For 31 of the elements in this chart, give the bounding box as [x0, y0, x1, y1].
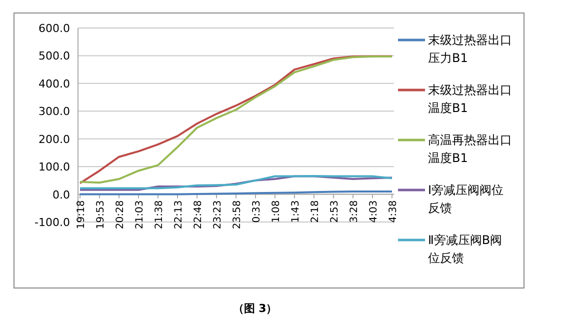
x-tick-label: 21:38 [154, 200, 165, 230]
x-tick-label: 0:33 [252, 200, 262, 223]
x-tick-label: 2:18 [310, 200, 321, 223]
x-tick-label: 23:23 [212, 200, 224, 230]
x-tick-label: 4:03 [368, 200, 380, 223]
x-tick-label: 21:03 [134, 200, 146, 230]
y-tick-label: 200.0 [38, 132, 70, 146]
x-tick-label: 2:53 [330, 200, 340, 223]
y-tick-label: 400.0 [38, 77, 70, 90]
legend-label: 高温再热器出口温度B1 [428, 133, 512, 165]
x-tick-label: 22:48 [193, 200, 204, 230]
legend-label: Ⅰ旁减压阀阀位反馈 [428, 183, 504, 215]
x-tick-label: 20:28 [115, 200, 126, 230]
x-tick-label: 19:53 [96, 200, 106, 230]
legend-label: Ⅱ旁减压阀B阀位反馈 [428, 233, 502, 265]
x-tick-label: 22:13 [174, 200, 184, 230]
y-tick-label: 0.0 [52, 188, 70, 202]
x-tick-label: 1:08 [271, 200, 282, 223]
x-tick-label: 3:28 [349, 200, 360, 223]
x-tick-label: 19:18 [76, 200, 87, 230]
legend-label: 末级过热器出口温度B1 [428, 83, 512, 115]
x-tick-label: 4:38 [388, 200, 399, 223]
text: （图 3） [232, 302, 278, 315]
legend-label: 末级过热器出口压力B1 [428, 33, 512, 65]
y-tick-label: 300.0 [38, 105, 70, 118]
y-tick-label: 500.0 [38, 50, 70, 63]
y-tick-label: -100.0 [34, 216, 70, 229]
y-tick-label: 100.0 [38, 160, 70, 174]
x-tick-label: 1:43 [290, 200, 302, 223]
x-tick-label: 23:58 [232, 200, 243, 230]
y-tick-label: 600.0 [38, 22, 70, 35]
